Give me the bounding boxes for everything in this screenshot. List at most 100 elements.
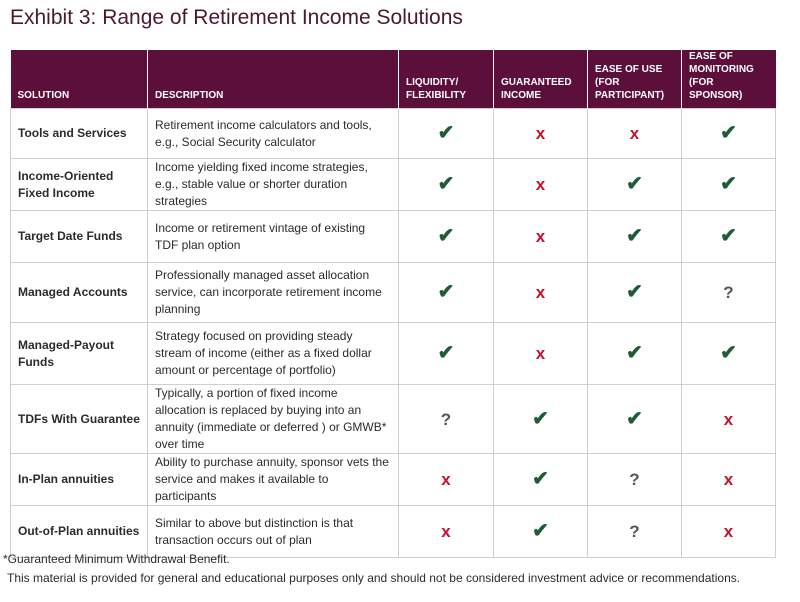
table-row: TDFs With Guarantee Typically, a portion … <box>10 384 776 454</box>
rating-cell: x <box>493 210 588 263</box>
rating-cell: ✔ <box>587 210 682 263</box>
rating-icon: ✔ <box>720 122 737 144</box>
column-header: LIQUIDITY/ FLEXIBILITY <box>398 50 494 109</box>
rating-icon: x <box>723 409 734 429</box>
rating-cell: ✔ <box>587 384 682 454</box>
solution-name: Out-of-Plan annuities <box>10 505 148 558</box>
rating-icon: ? <box>440 409 452 429</box>
rating-icon: ✔ <box>626 281 643 303</box>
rating-icon: ✔ <box>437 342 455 364</box>
rating-cell: ✔ <box>398 322 494 385</box>
rating-cell: x <box>493 322 588 385</box>
rating-icon: ? <box>723 283 734 302</box>
rating-cell: x <box>587 108 682 159</box>
table-row: In-Plan annuities Ability to purchase ann… <box>10 453 776 506</box>
rating-icon: x <box>441 522 451 541</box>
rating-icon: x <box>723 522 734 541</box>
rating-icon: ? <box>629 470 640 489</box>
rating-cell: x <box>681 384 776 454</box>
description: Similar to above but distinction is that… <box>147 505 399 558</box>
rating-icon: x <box>535 344 546 363</box>
rating-cell: ✔ <box>587 322 682 385</box>
footnote: *Guaranteed Minimum Withdrawal Benefit. <box>3 552 230 566</box>
column-header: EASE OF MONITORING (FOR SPONSOR) <box>681 50 776 109</box>
rating-cell: x <box>681 505 776 558</box>
rating-cell: ? <box>681 262 776 323</box>
description: Ability to purchase annuity, sponsor vet… <box>147 453 399 506</box>
rating-icon: ✔ <box>437 122 455 144</box>
table-row: Managed Accounts Professionally managed a… <box>10 262 776 323</box>
rating-icon: ✔ <box>720 173 737 195</box>
rating-icon: ✔ <box>626 173 643 195</box>
rating-cell: ✔ <box>493 505 588 558</box>
rating-icon: ✔ <box>532 407 549 430</box>
rating-icon: x <box>723 470 734 489</box>
column-header: GUARANTEED INCOME <box>493 50 588 109</box>
solution-name: Target Date Funds <box>10 210 148 263</box>
rating-icon: ✔ <box>720 225 737 247</box>
rating-icon: x <box>535 124 546 143</box>
solution-name: Managed-Payout Funds <box>10 322 148 385</box>
rating-cell: ? <box>587 505 682 558</box>
column-header: EASE OF USE (FOR PARTICIPANT) <box>587 50 682 109</box>
rating-cell: x <box>493 108 588 159</box>
rating-cell: ✔ <box>398 262 494 323</box>
column-header: SOLUTION <box>10 50 148 109</box>
rating-cell: ✔ <box>398 108 494 159</box>
rating-icon: x <box>535 283 546 302</box>
description: Professionally managed asset allocation … <box>147 262 399 323</box>
rating-icon: ? <box>629 522 640 541</box>
rating-cell: ✔ <box>681 158 776 211</box>
rating-icon: ✔ <box>720 342 737 364</box>
solution-name: TDFs With Guarantee <box>10 384 148 454</box>
disclaimer: This material is provided for general an… <box>7 571 741 585</box>
rating-cell: x <box>493 158 588 211</box>
rating-icon: x <box>629 124 640 143</box>
rating-cell: x <box>493 262 588 323</box>
title: Exhibit 3: Range of Retirement Income So… <box>10 6 463 29</box>
description: Typically, a portion of fixed income all… <box>147 384 399 454</box>
rating-icon: ✔ <box>437 225 455 247</box>
rating-icon: ✔ <box>437 173 455 195</box>
rating-cell: ✔ <box>398 158 494 211</box>
rating-cell: x <box>398 453 494 506</box>
rating-icon: ✔ <box>532 468 549 490</box>
rating-cell: ? <box>587 453 682 506</box>
rating-icon: ✔ <box>626 342 643 364</box>
rating-cell: ✔ <box>587 262 682 323</box>
rating-icon: x <box>441 470 451 489</box>
rating-cell: ✔ <box>493 453 588 506</box>
description: Income or retirement vintage of existing… <box>147 210 399 263</box>
table-row: Target Date Funds Income or retirement vi… <box>10 210 776 263</box>
solution-name: Tools and Services <box>10 108 148 159</box>
table-row: Income-Oriented Fixed Income Income yield… <box>10 158 776 211</box>
rating-cell: ✔ <box>398 210 494 263</box>
table-row: Managed-Payout Funds Strategy focused on … <box>10 322 776 385</box>
rating-cell: ✔ <box>681 108 776 159</box>
solutions-table: SOLUTION DESCRIPTION LIQUIDITY/ FLEXIBILIT… <box>10 50 776 558</box>
rating-icon: ✔ <box>626 225 643 247</box>
description: Retirement income calculators and tools,… <box>147 108 399 159</box>
rating-icon: x <box>535 227 546 246</box>
description: Income yielding fixed income strategies,… <box>147 158 399 211</box>
rating-icon: x <box>535 175 546 194</box>
rating-icon: ✔ <box>437 281 455 303</box>
rating-cell: ✔ <box>493 384 588 454</box>
table-body: Tools and Services Retirement income calc… <box>10 108 776 558</box>
rating-cell: ? <box>398 384 494 454</box>
table-row: Tools and Services Retirement income calc… <box>10 108 776 159</box>
description: Strategy focused on providing steady str… <box>147 322 399 385</box>
rating-cell: x <box>398 505 494 558</box>
table-row: Out-of-Plan annuities Similar to above bu… <box>10 505 776 558</box>
rating-cell: ✔ <box>587 158 682 211</box>
column-header: DESCRIPTION <box>147 50 399 109</box>
rating-icon: ✔ <box>532 520 549 542</box>
rating-icon: ✔ <box>626 407 643 430</box>
rating-cell: ✔ <box>681 322 776 385</box>
rating-cell: ✔ <box>681 210 776 263</box>
rating-cell: x <box>681 453 776 506</box>
solution-name: Income-Oriented Fixed Income <box>10 158 148 211</box>
header-row: SOLUTION DESCRIPTION LIQUIDITY/ FLEXIBILIT… <box>10 50 776 109</box>
solution-name: In-Plan annuities <box>10 453 148 506</box>
